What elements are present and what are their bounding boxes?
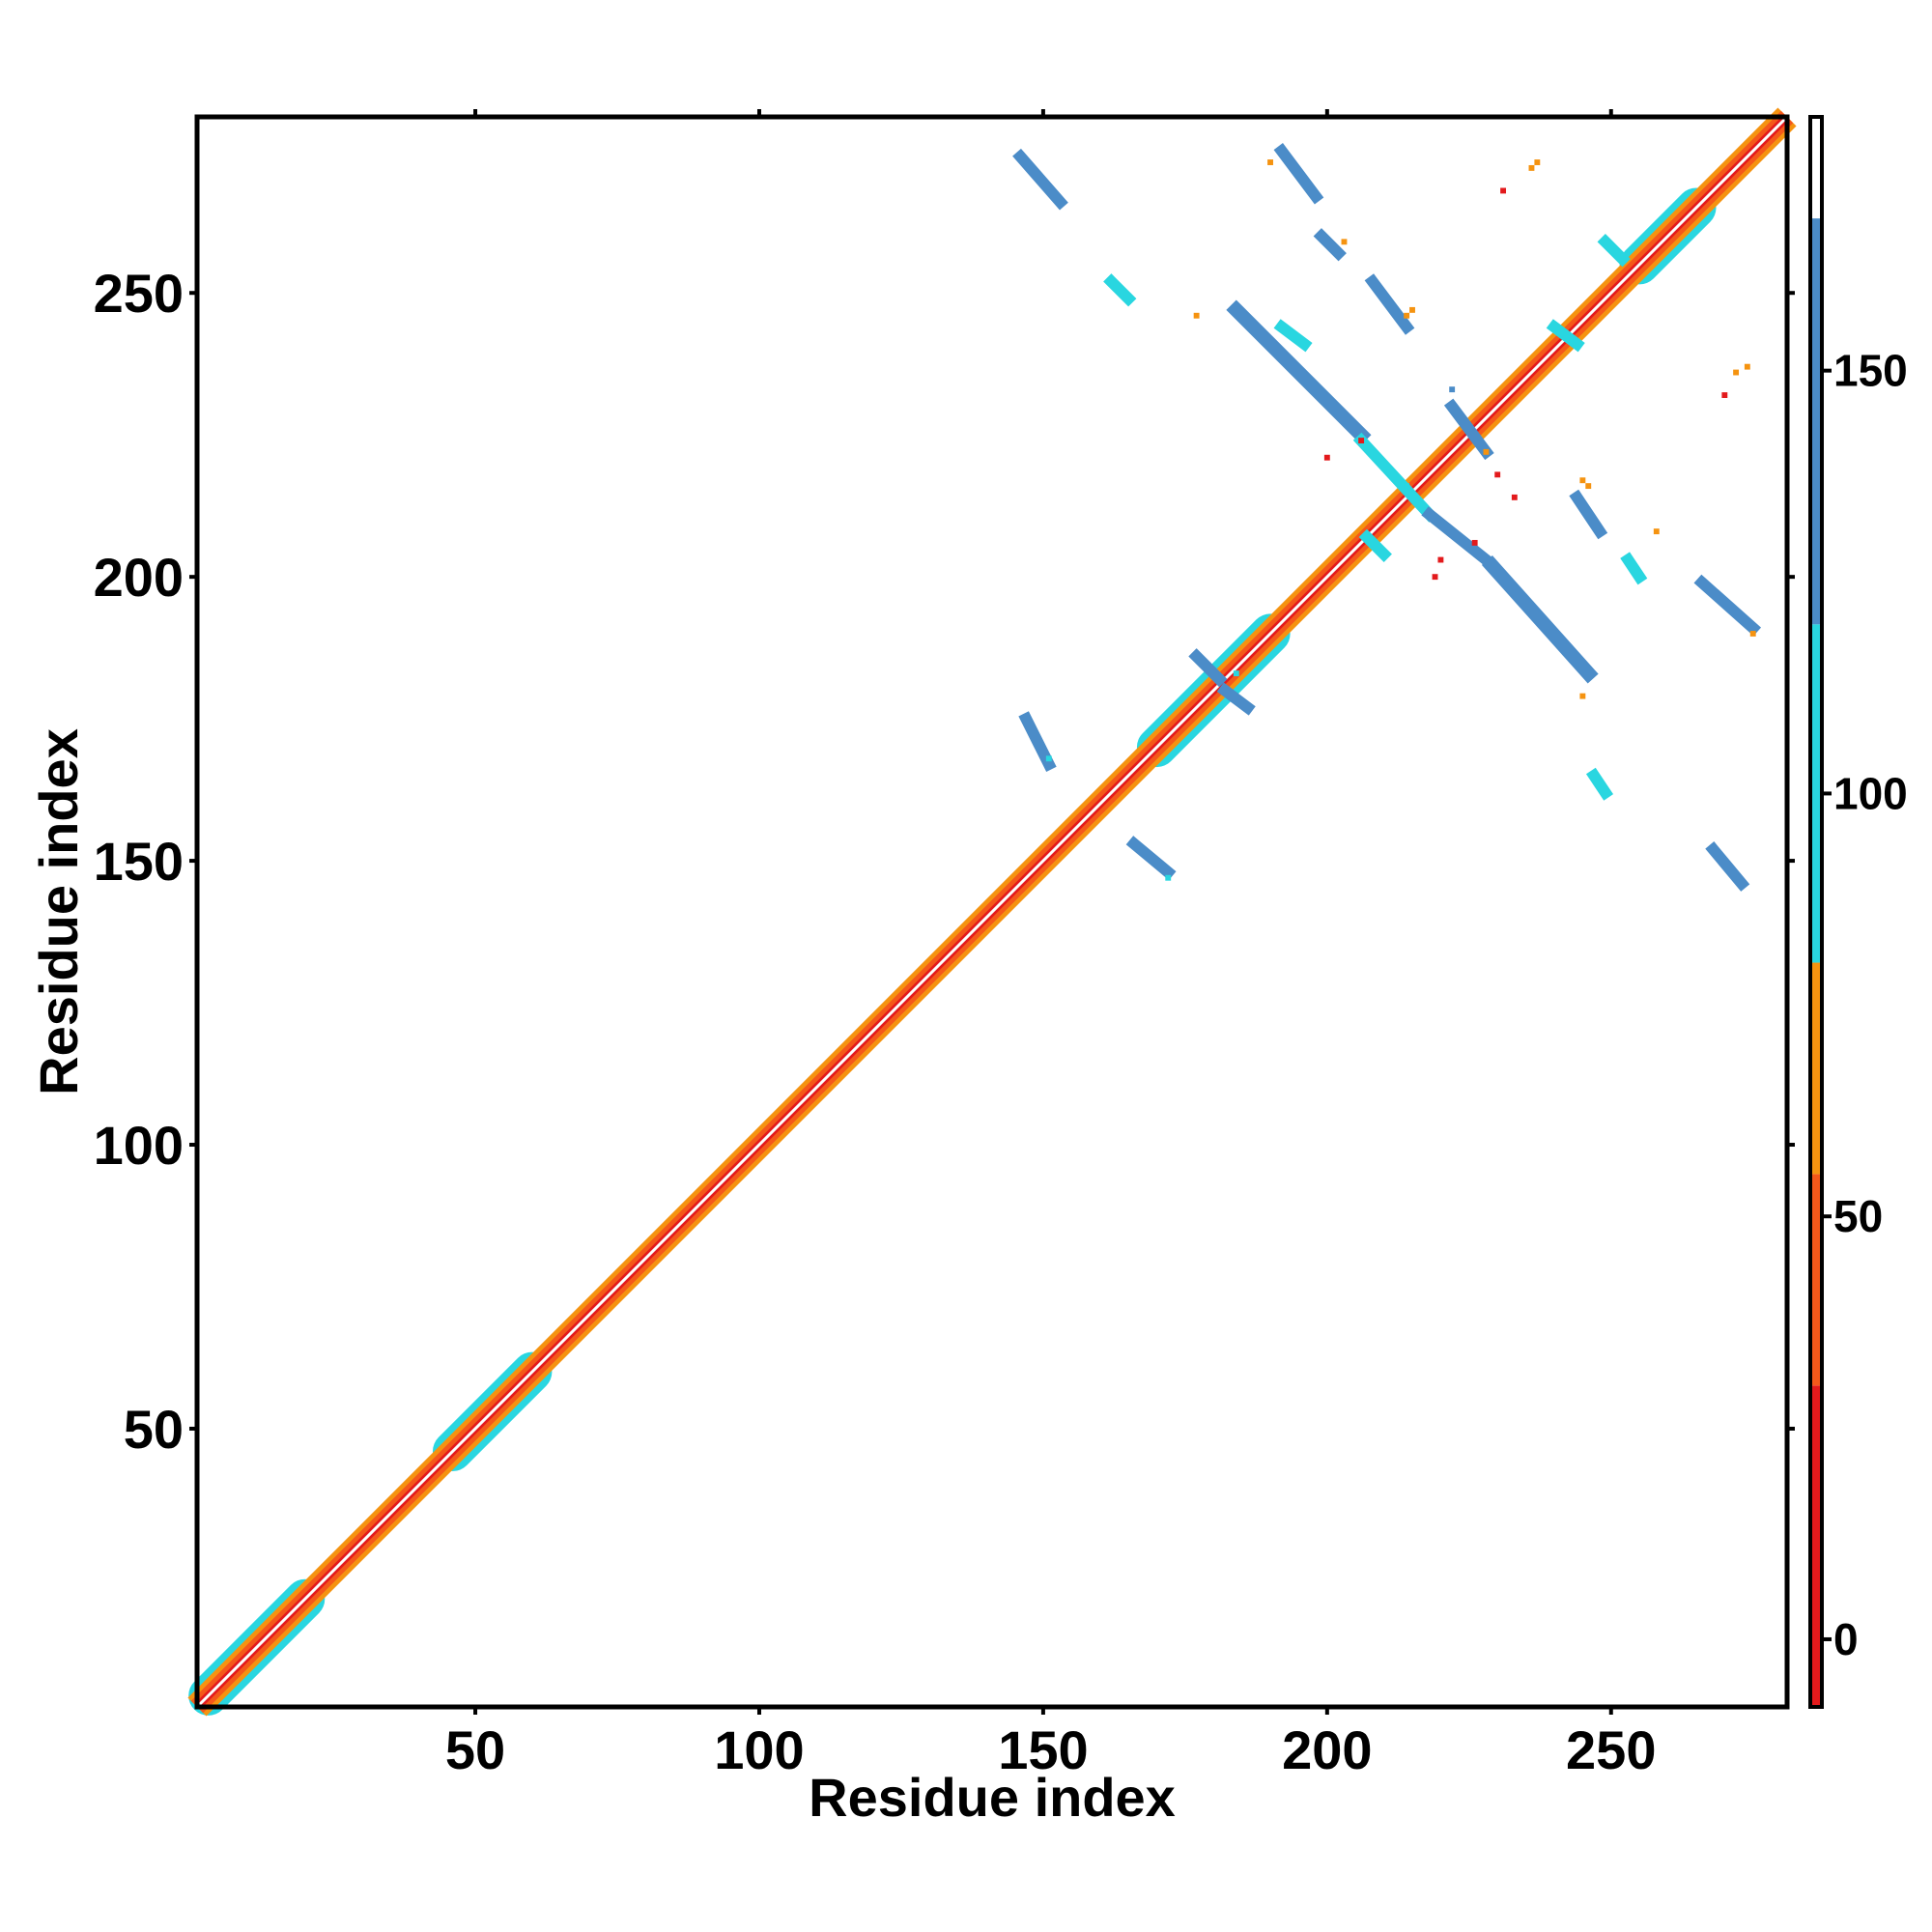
contact-cell — [1511, 494, 1518, 500]
contact-segment — [1103, 273, 1137, 307]
contact-segment — [1273, 143, 1324, 205]
contact-cell — [1165, 874, 1172, 881]
x-tick-label: 100 — [714, 1719, 804, 1780]
colorbar-tick-label: 50 — [1833, 1191, 1883, 1241]
x-tick-label: 150 — [998, 1719, 1088, 1780]
contact-cell — [1749, 631, 1756, 637]
contact-cell — [1579, 477, 1586, 484]
contact-cell — [1500, 187, 1507, 194]
y-tick-label: 200 — [94, 547, 184, 608]
contact-cell — [1483, 448, 1490, 455]
colorbar-band — [1812, 1385, 1820, 1707]
contact-segment — [1012, 148, 1068, 211]
contact-segment — [1018, 711, 1057, 773]
contact-cell — [1409, 306, 1415, 313]
contact-segment — [1216, 682, 1256, 716]
contact-cell — [1323, 454, 1330, 461]
colorbar-tick-label: 150 — [1833, 346, 1908, 396]
contact-cell — [1471, 539, 1478, 546]
contact-cell — [1193, 312, 1200, 319]
contact-cell — [1045, 755, 1052, 762]
contact-cell — [1449, 386, 1456, 393]
colorbar-band — [1812, 1174, 1820, 1386]
contact-segment — [1358, 528, 1392, 562]
contact-cell — [1534, 159, 1541, 165]
contact-segment — [1125, 836, 1177, 881]
colorbar-band — [1812, 117, 1820, 219]
contact-cell — [1404, 312, 1410, 319]
contact-segment — [1481, 555, 1599, 684]
contact-cell — [1233, 670, 1239, 677]
contact-cell — [1437, 556, 1444, 563]
contact-segment — [1585, 767, 1614, 801]
diagonal-center-line — [195, 115, 1789, 1709]
contact-segment — [1273, 319, 1313, 353]
contact-segment — [1188, 648, 1228, 688]
contact-cell — [1744, 363, 1750, 370]
y-tick-label: 50 — [124, 1399, 184, 1460]
colorbar-frame — [1808, 115, 1824, 1709]
contact-segment — [1421, 506, 1494, 568]
plot-frame — [194, 114, 1790, 1710]
contact-segment — [1569, 489, 1608, 540]
contact-segment — [1443, 398, 1494, 461]
contact-segment — [1313, 228, 1347, 262]
contact-cell — [1341, 239, 1348, 245]
colorbar-band — [1812, 962, 1820, 1175]
heatmap-cells — [187, 107, 1797, 1717]
contact-segment — [1620, 552, 1648, 585]
contact-cell — [1404, 483, 1410, 490]
colorbar-tick-label: 100 — [1833, 768, 1908, 818]
colorbar-band — [1812, 624, 1820, 963]
colorbar-band — [1812, 218, 1820, 625]
x-tick-label: 200 — [1282, 1719, 1372, 1780]
contact-cell — [1721, 392, 1728, 398]
contact-cell — [1579, 693, 1586, 699]
colorbar: 0 50 100 150 — [1808, 115, 1908, 1709]
contact-cell — [1653, 528, 1660, 535]
x-tick-label: 250 — [1566, 1719, 1656, 1780]
contact-cell — [1432, 574, 1438, 581]
contact-cell — [1358, 438, 1365, 444]
contact-cell — [1267, 159, 1273, 165]
x-axis-title: Residue index — [809, 1767, 1176, 1828]
contact-segment — [1597, 234, 1631, 268]
y-tick-label: 100 — [94, 1115, 184, 1176]
y-tick-label: 150 — [94, 831, 184, 892]
contact-segment — [1352, 432, 1437, 523]
y-axis-title: Residue index — [28, 728, 89, 1095]
contact-cell — [1585, 483, 1592, 490]
contact-cell — [1733, 369, 1740, 376]
axis-ticks: 50 100 150 200 250 50 100 150 200 250 — [94, 109, 1795, 1780]
x-tick-label: 50 — [445, 1719, 505, 1780]
contact-segment — [1546, 319, 1585, 353]
contact-segment — [1226, 299, 1372, 445]
contact-cell — [1494, 471, 1501, 478]
colorbar-tick-label: 0 — [1833, 1614, 1859, 1664]
y-tick-label: 250 — [94, 263, 184, 324]
contact-segment — [1693, 574, 1762, 637]
contact-cell — [1528, 164, 1535, 171]
contact-segment — [1364, 273, 1415, 335]
contact-segment — [1705, 841, 1750, 892]
